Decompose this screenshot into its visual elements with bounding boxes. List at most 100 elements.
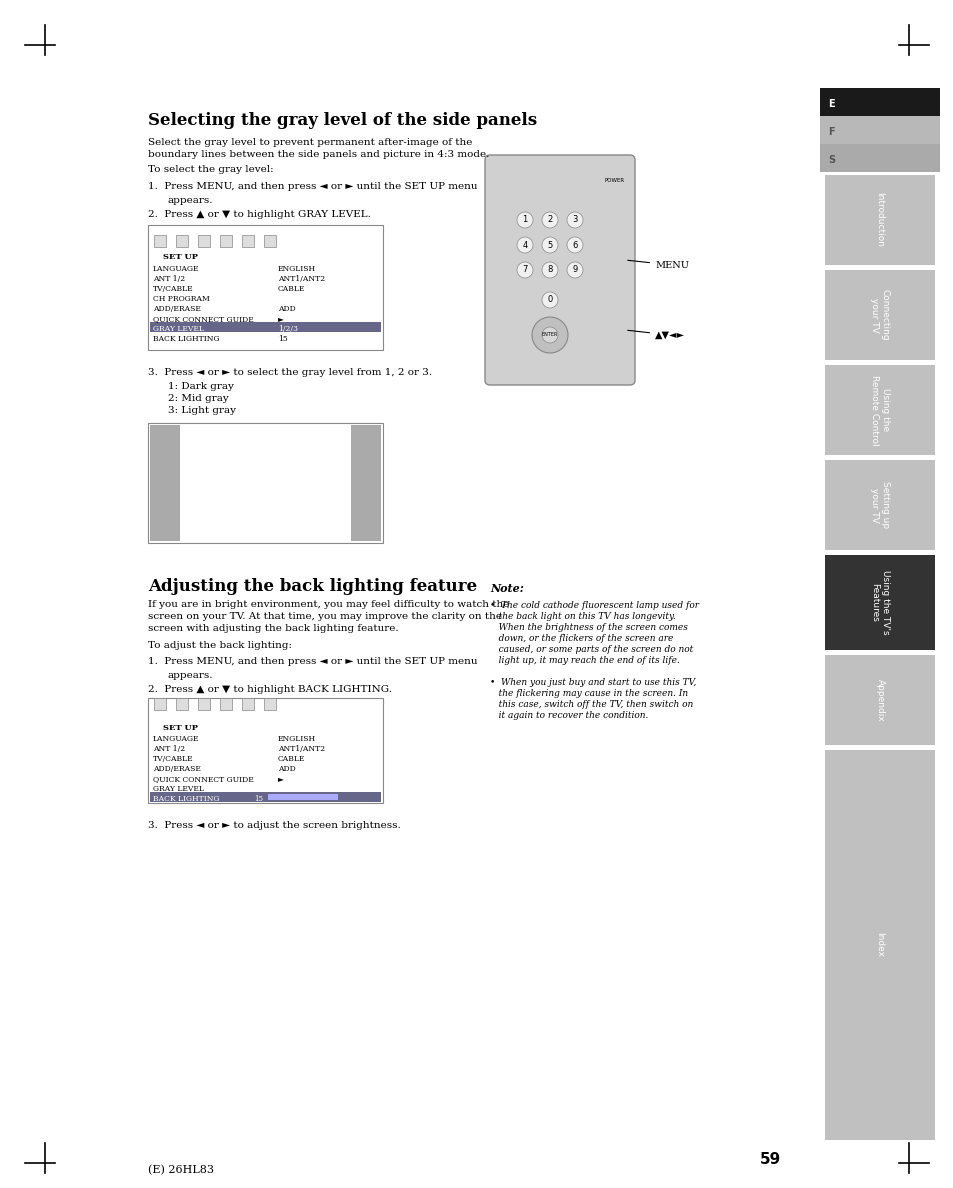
Text: 6: 6	[572, 240, 578, 249]
Text: POWER: POWER	[604, 178, 624, 183]
Text: ADD: ADD	[277, 765, 295, 773]
Bar	[150, 425, 180, 541]
Bar	[148, 423, 382, 543]
Text: E: E	[827, 99, 834, 109]
Text: Introduction: Introduction	[875, 192, 883, 247]
Text: ►: ►	[277, 775, 284, 783]
Text: If you are in bright environment, you may feel difficulty to watch the
screen on: If you are in bright environment, you ma…	[148, 600, 509, 632]
Bar	[824, 365, 934, 455]
Bar	[198, 699, 210, 710]
Text: CH PROGRAM: CH PROGRAM	[152, 295, 210, 303]
Text: 3: Light gray: 3: Light gray	[168, 406, 235, 415]
Text: appears.: appears.	[168, 671, 213, 680]
Text: Using the TV's
Features: Using the TV's Features	[869, 570, 889, 634]
Text: Selecting the gray level of the side panels: Selecting the gray level of the side pan…	[148, 112, 537, 129]
Text: SET UP: SET UP	[163, 723, 198, 732]
Text: 2: Mid gray: 2: Mid gray	[168, 394, 229, 403]
Bar	[148, 699, 382, 803]
Bar	[824, 175, 934, 265]
Text: ►: ►	[277, 315, 284, 323]
Text: ANT 1/2: ANT 1/2	[152, 745, 185, 753]
Text: •  The cold cathode fluorescent lamp used for: • The cold cathode fluorescent lamp used…	[490, 601, 699, 609]
Text: it again to recover the condition.: it again to recover the condition.	[490, 710, 648, 720]
Text: 1: Dark gray: 1: Dark gray	[168, 383, 233, 391]
Bar	[242, 235, 253, 247]
Text: TV/CABLE: TV/CABLE	[152, 756, 193, 763]
Text: 4: 4	[522, 240, 527, 249]
Bar	[220, 699, 232, 710]
FancyBboxPatch shape	[484, 154, 635, 385]
Bar	[264, 699, 275, 710]
Text: QUICK CONNECT GUIDE: QUICK CONNECT GUIDE	[152, 315, 253, 323]
Text: GRAY LEVEL: GRAY LEVEL	[152, 785, 204, 794]
Text: LANGUAGE: LANGUAGE	[152, 735, 199, 742]
Text: 3: 3	[572, 215, 578, 225]
Text: TV/CABLE: TV/CABLE	[152, 285, 193, 293]
Text: ANT 1/2: ANT 1/2	[152, 274, 185, 283]
Text: •  When you just buy and start to use this TV,: • When you just buy and start to use thi…	[490, 678, 696, 687]
Text: this case, switch off the TV, then switch on: this case, switch off the TV, then switc…	[490, 700, 693, 709]
Text: Note:: Note:	[490, 583, 523, 594]
Text: Using the
Remote Control: Using the Remote Control	[869, 374, 889, 446]
Text: CABLE: CABLE	[277, 285, 305, 293]
Bar	[824, 750, 934, 1140]
Text: S: S	[827, 154, 834, 165]
Circle shape	[566, 211, 582, 228]
Text: 59: 59	[760, 1152, 781, 1167]
Circle shape	[532, 317, 567, 353]
Text: 0: 0	[547, 296, 552, 304]
Circle shape	[541, 327, 558, 343]
Circle shape	[566, 263, 582, 278]
Circle shape	[517, 236, 533, 253]
Text: ADD/ERASE: ADD/ERASE	[152, 765, 201, 773]
Text: ANT1/ANT2: ANT1/ANT2	[277, 745, 325, 753]
Text: 1/2/3: 1/2/3	[277, 326, 297, 333]
Circle shape	[541, 292, 558, 308]
Bar	[153, 235, 166, 247]
Bar	[242, 699, 253, 710]
Bar	[148, 225, 382, 350]
Text: To select the gray level:: To select the gray level:	[148, 165, 274, 173]
Text: 3.  Press ◄ or ► to select the gray level from 1, 2 or 3.: 3. Press ◄ or ► to select the gray level…	[148, 368, 432, 377]
Text: 9: 9	[572, 265, 577, 274]
Bar	[824, 555, 934, 650]
Text: BACK LIGHTING: BACK LIGHTING	[152, 335, 219, 343]
Bar	[820, 116, 939, 144]
Text: When the brightness of the screen comes: When the brightness of the screen comes	[490, 623, 687, 632]
Bar	[268, 794, 337, 800]
Text: QUICK CONNECT GUIDE: QUICK CONNECT GUIDE	[152, 775, 253, 783]
Text: BACK LIGHTING: BACK LIGHTING	[152, 795, 219, 803]
Bar	[175, 699, 188, 710]
Bar	[150, 792, 380, 802]
Text: ▲▼◄►: ▲▼◄►	[627, 330, 684, 340]
Text: 1.  Press MENU, and then press ◄ or ► until the SET UP menu: 1. Press MENU, and then press ◄ or ► unt…	[148, 182, 477, 191]
Circle shape	[541, 236, 558, 253]
Bar	[351, 425, 380, 541]
Text: GRAY LEVEL: GRAY LEVEL	[152, 326, 204, 333]
Bar	[220, 235, 232, 247]
Text: ENGLISH: ENGLISH	[277, 735, 315, 742]
Text: ENGLISH: ENGLISH	[277, 265, 315, 273]
Text: 1: 1	[522, 215, 527, 225]
Text: CABLE: CABLE	[277, 756, 305, 763]
Text: ADD: ADD	[277, 305, 295, 312]
Bar	[264, 235, 275, 247]
Text: caused, or some parts of the screen do not: caused, or some parts of the screen do n…	[490, 645, 693, 655]
Text: light up, it may reach the end of its life.: light up, it may reach the end of its li…	[490, 656, 679, 665]
Bar	[175, 235, 188, 247]
Circle shape	[517, 263, 533, 278]
Bar	[824, 460, 934, 550]
Text: (E) 26HL83: (E) 26HL83	[148, 1165, 213, 1175]
Text: the back light on this TV has longevity.: the back light on this TV has longevity.	[490, 612, 675, 621]
Circle shape	[541, 211, 558, 228]
Text: SET UP: SET UP	[163, 253, 198, 261]
Text: 15: 15	[277, 335, 288, 343]
Bar	[820, 88, 939, 116]
Bar	[820, 144, 939, 172]
Text: ADD/ERASE: ADD/ERASE	[152, 305, 201, 312]
Text: 7: 7	[521, 265, 527, 274]
Circle shape	[566, 236, 582, 253]
Bar	[824, 270, 934, 360]
Text: 2.  Press ▲ or ▼ to highlight BACK LIGHTING.: 2. Press ▲ or ▼ to highlight BACK LIGHTI…	[148, 685, 392, 694]
Bar	[150, 322, 380, 331]
